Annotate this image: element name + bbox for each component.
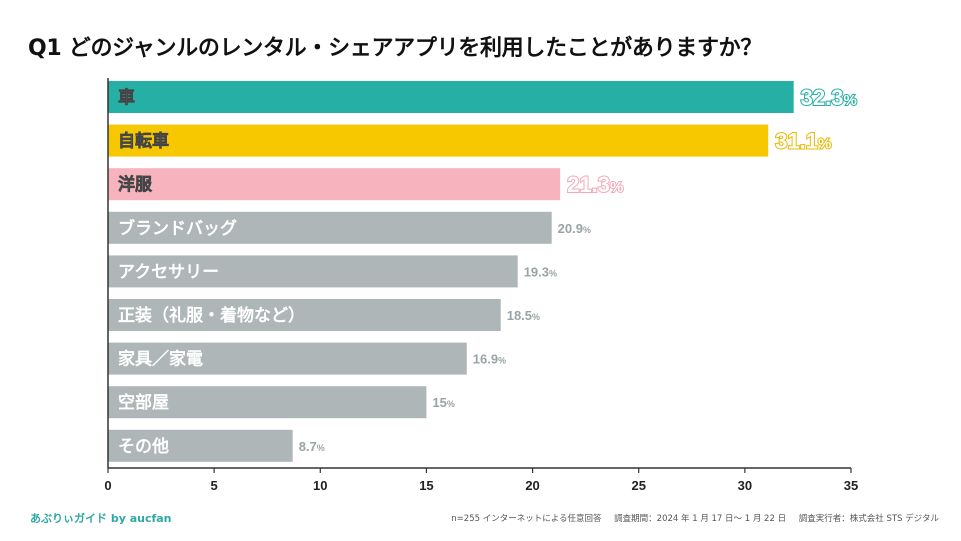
survey-conductor: 調査実行者：株式会社 STS デジタル: [798, 514, 939, 524]
value-label-5: 19.3%: [524, 264, 557, 279]
x-tick-label-3: 10: [313, 478, 327, 493]
percent-sign: %: [532, 312, 540, 322]
bar-3: [108, 168, 561, 201]
percent-sign: %: [818, 136, 831, 153]
bar-4: [108, 211, 552, 244]
percent-sign: %: [447, 399, 455, 409]
brand-label: あぶりぃガイド by aucfan: [30, 512, 172, 525]
percent-sign: %: [610, 179, 623, 196]
value-label-4: 20.9%: [558, 221, 591, 236]
value-label-1: 32.3%: [801, 85, 857, 110]
survey-period: 調査期間：2024 年 1 月 17 日〜 1 月 22 日: [614, 514, 787, 524]
category-label-9: その他: [118, 436, 169, 457]
survey-note: n=255 インターネットによる任意回答 調査期間：2024 年 1 月 17 …: [441, 512, 939, 524]
x-tick-label-2: 5: [211, 478, 218, 493]
category-label-8: 空部屋: [118, 392, 169, 413]
category-label-4: ブランドバッグ: [118, 218, 237, 239]
bar-7: [108, 342, 467, 375]
category-label-3: 洋服: [118, 174, 153, 195]
value-label-2: 31.1%: [775, 129, 831, 154]
bar-1: [108, 81, 794, 113]
bar-2: [108, 124, 769, 157]
bar-9: [108, 429, 293, 462]
bar-8: [108, 386, 427, 419]
x-tick-label-1: 0: [104, 478, 111, 493]
value-label-6: 18.5%: [507, 308, 540, 323]
category-label-1: 車: [118, 87, 135, 108]
x-tick-label-5: 20: [525, 478, 539, 493]
x-tick-label-4: 15: [419, 478, 433, 493]
percent-sign: %: [583, 225, 591, 235]
value-label-3: 21.3%: [567, 172, 623, 197]
bar-5: [108, 255, 518, 288]
x-tick-label-7: 30: [738, 478, 752, 493]
value-label-7: 16.9%: [473, 352, 506, 367]
chart-title: Q1 どのジャンルのレンタル・シェアアプリを利用したことがありますか？: [28, 36, 763, 61]
percent-sign: %: [844, 92, 857, 109]
percent-sign: %: [317, 443, 325, 453]
survey-sample: n=255 インターネットによる任意回答: [451, 514, 602, 524]
category-label-2: 自転車: [118, 131, 169, 152]
x-tick-label-6: 25: [631, 478, 645, 493]
category-label-7: 家具／家電: [118, 349, 203, 370]
bar-6: [108, 299, 501, 331]
value-label-9: 8.7%: [299, 439, 325, 454]
value-label-8: 15%: [432, 395, 454, 410]
x-tick-label-8: 35: [844, 478, 858, 493]
category-label-5: アクセサリー: [118, 262, 219, 282]
category-label-6: 正装（礼服・着物など）: [118, 305, 305, 326]
percent-sign: %: [498, 356, 506, 366]
percent-sign: %: [549, 268, 557, 278]
